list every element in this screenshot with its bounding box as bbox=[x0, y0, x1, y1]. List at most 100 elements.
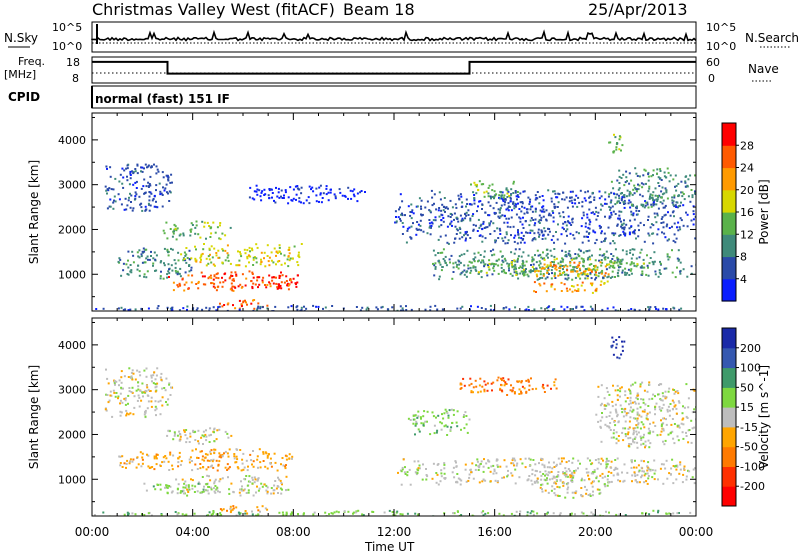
range-gate-cell bbox=[280, 195, 282, 198]
range-gate-cell bbox=[541, 276, 544, 279]
range-gate-cell bbox=[605, 460, 608, 463]
range-gate-cell bbox=[540, 216, 543, 219]
range-gate-cell bbox=[210, 459, 213, 462]
range-gate-cell bbox=[658, 408, 661, 411]
range-gate-cell bbox=[535, 470, 538, 473]
range-gate-cell bbox=[646, 466, 649, 469]
range-gate-cell bbox=[638, 184, 641, 187]
range-gate-cell bbox=[154, 409, 157, 412]
range-gate-cell bbox=[600, 230, 603, 233]
range-gate-cell bbox=[425, 474, 428, 476]
range-gate-cell bbox=[194, 245, 196, 248]
range-gate-cell bbox=[295, 193, 298, 196]
range-gate-cell bbox=[637, 423, 640, 426]
range-gate-cell bbox=[227, 302, 230, 305]
range-gate-cell bbox=[629, 263, 632, 266]
colorbar-frame bbox=[721, 327, 737, 507]
range-gate-cell bbox=[674, 276, 677, 279]
range-gate-cell bbox=[181, 277, 184, 280]
data-region bbox=[394, 189, 696, 245]
range-gate-cell bbox=[561, 226, 564, 229]
range-gate-cell bbox=[232, 278, 235, 281]
range-gate-cell bbox=[692, 210, 695, 213]
range-gate-cell bbox=[410, 225, 413, 228]
range-gate-cell bbox=[245, 459, 248, 462]
colorbar-label: Power [dB] bbox=[757, 179, 771, 244]
range-gate-cell bbox=[226, 469, 229, 471]
range-gate-cell bbox=[125, 409, 128, 412]
range-gate-cell bbox=[283, 254, 286, 257]
range-gate-cell bbox=[239, 283, 242, 286]
range-gate-cell bbox=[208, 307, 211, 310]
range-gate-cell bbox=[528, 457, 531, 460]
range-gate-cell bbox=[518, 208, 521, 210]
range-gate-cell bbox=[238, 264, 241, 267]
range-gate-cell bbox=[160, 514, 163, 516]
range-gate-cell bbox=[647, 219, 649, 221]
range-gate-cell bbox=[662, 307, 665, 310]
range-gate-cell bbox=[203, 243, 205, 245]
range-gate-cell bbox=[455, 206, 458, 209]
range-gate-cell bbox=[184, 254, 187, 257]
range-gate-cell bbox=[126, 412, 128, 415]
range-gate-cell bbox=[273, 489, 276, 492]
range-gate-cell bbox=[217, 306, 220, 309]
range-gate-cell bbox=[534, 469, 537, 472]
range-gate-cell bbox=[195, 220, 198, 223]
range-gate-cell bbox=[654, 187, 657, 190]
range-gate-cell bbox=[513, 392, 516, 395]
range-gate-cell bbox=[619, 265, 622, 268]
range-gate-cell bbox=[489, 250, 492, 253]
range-gate-cell bbox=[230, 282, 233, 285]
range-gate-cell bbox=[604, 198, 607, 201]
range-gate-cell bbox=[634, 188, 637, 191]
range-gate-cell bbox=[445, 410, 448, 413]
range-gate-cell bbox=[601, 416, 604, 419]
range-gate-cell bbox=[259, 466, 262, 469]
range-gate-cell bbox=[208, 225, 211, 227]
range-gate-cell bbox=[143, 413, 146, 416]
range-gate-cell bbox=[513, 268, 516, 271]
range-gate-cell bbox=[256, 485, 258, 488]
range-gate-cell bbox=[173, 230, 175, 233]
range-gate-cell bbox=[330, 188, 332, 191]
range-gate-cell bbox=[649, 193, 652, 196]
range-gate-cell bbox=[560, 233, 563, 236]
range-gate-cell bbox=[210, 282, 213, 285]
range-gate-cell bbox=[472, 386, 475, 389]
range-gate-cell bbox=[480, 307, 483, 309]
range-gate-cell bbox=[540, 219, 543, 222]
range-gate-cell bbox=[235, 455, 238, 458]
range-gate-cell bbox=[209, 486, 212, 489]
range-gate-cell bbox=[530, 264, 532, 266]
range-gate-cell bbox=[581, 200, 584, 203]
range-gate-cell bbox=[481, 480, 484, 483]
range-gate-cell bbox=[674, 204, 677, 207]
range-gate-cell bbox=[608, 481, 610, 484]
range-gate-cell bbox=[137, 394, 140, 397]
range-gate-cell bbox=[185, 484, 188, 487]
range-gate-cell bbox=[615, 410, 618, 413]
range-gate-cell bbox=[497, 264, 500, 267]
range-gate-cell bbox=[653, 478, 656, 481]
range-gate-cell bbox=[172, 289, 175, 292]
range-gate-cell bbox=[648, 262, 651, 265]
range-gate-cell bbox=[518, 388, 521, 391]
range-gate-cell bbox=[601, 476, 604, 479]
range-gate-cell bbox=[506, 475, 509, 478]
range-gate-cell bbox=[533, 237, 536, 239]
range-gate-cell bbox=[538, 202, 541, 205]
range-gate-cell bbox=[570, 196, 573, 199]
range-gate-cell bbox=[250, 459, 253, 462]
range-gate-cell bbox=[642, 398, 645, 401]
range-gate-cell bbox=[559, 479, 562, 482]
range-gate-cell bbox=[608, 266, 611, 269]
range-gate-cell bbox=[179, 435, 182, 438]
range-gate-cell bbox=[108, 187, 111, 190]
range-gate-cell bbox=[129, 412, 132, 415]
range-gate-cell bbox=[614, 136, 617, 139]
range-gate-cell bbox=[632, 427, 635, 430]
range-gate-cell bbox=[636, 398, 639, 401]
range-gate-cell bbox=[488, 184, 491, 187]
